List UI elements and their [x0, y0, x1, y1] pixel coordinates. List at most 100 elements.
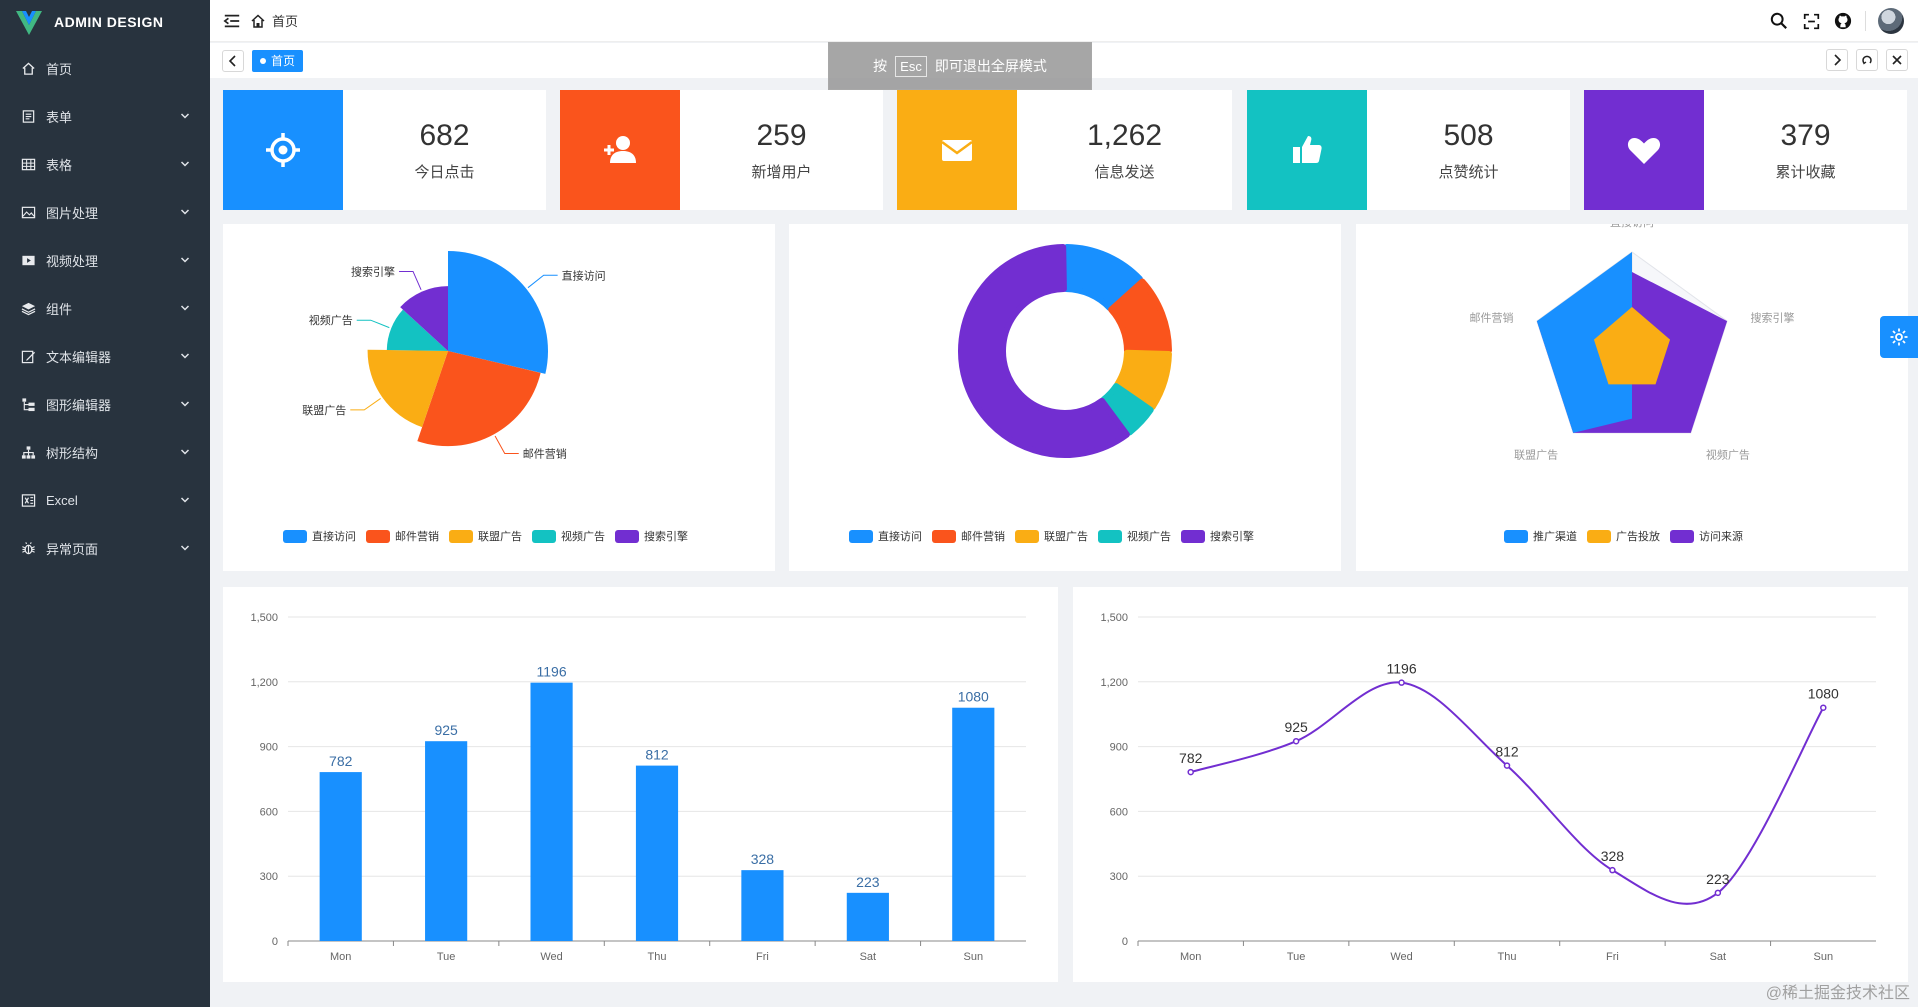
tabs-scroll-right-icon[interactable]: [1826, 49, 1848, 71]
y-tick-label: 1,200: [1100, 677, 1128, 689]
sidebar-item[interactable]: 首页: [0, 44, 210, 92]
line-value-label: 782: [1179, 750, 1203, 766]
thumbs-up-icon: [1247, 90, 1367, 210]
bar: [741, 870, 784, 941]
panel-donut: 直接访问 邮件营销 联盟广告 视频广告 搜索引擎: [789, 224, 1341, 571]
stat-card-messages: 1,262 信息发送: [897, 90, 1232, 210]
chevron-down-icon: [180, 305, 190, 311]
x-tick-label: Fri: [756, 951, 769, 963]
stat-label: 累计收藏: [1775, 163, 1836, 181]
legend-item[interactable]: 视频广告: [1098, 528, 1171, 544]
legend-swatch: [532, 529, 556, 543]
avatar[interactable]: [1878, 8, 1904, 34]
stat-card-clicks: 682 今日点击: [223, 90, 546, 210]
sidebar-item[interactable]: 文本编辑器: [0, 332, 210, 380]
settings-gear-icon[interactable]: [1880, 316, 1918, 358]
target-icon: [223, 90, 343, 210]
line-value-label: 223: [1706, 871, 1730, 887]
legend-label: 直接访问: [878, 531, 922, 543]
legend-item[interactable]: 视频广告: [532, 528, 605, 544]
legend-item[interactable]: 联盟广告: [449, 528, 522, 544]
rose-pie-legend: 直接访问 邮件营销 联盟广告 视频广告 搜索引擎: [283, 528, 698, 544]
home-icon: [20, 60, 36, 76]
sidebar-item[interactable]: 异常页面: [0, 524, 210, 572]
search-icon[interactable]: [1769, 11, 1789, 31]
stat-value: 508: [1443, 118, 1494, 152]
x-tick-label: Sat: [1710, 951, 1727, 963]
chevron-down-icon: [180, 113, 190, 119]
sidebar-item[interactable]: 视频处理: [0, 236, 210, 284]
image-icon: [20, 204, 36, 220]
sidebar-item[interactable]: 表单: [0, 92, 210, 140]
legend-item[interactable]: 邮件营销: [932, 528, 1005, 544]
collapse-menu-icon[interactable]: [222, 11, 242, 31]
line-chart: 0 300 600 900 1,200 1,500 Mon Tue Wed Thu Fri Sat Su…: [1100, 612, 1876, 963]
logo[interactable]: ADMIN DESIGN: [0, 0, 210, 44]
legend-item[interactable]: 搜索引擎: [1181, 528, 1254, 544]
sidebar-item[interactable]: 组件: [0, 284, 210, 332]
sidebar-item-label: 首页: [46, 61, 73, 77]
radar-indicator-label: 直接访问: [1610, 224, 1654, 229]
tabs-scroll-left-icon[interactable]: [222, 49, 244, 72]
y-tick-label: 600: [1110, 806, 1128, 818]
line-value-label: 925: [1284, 719, 1308, 735]
chevron-down-icon: [180, 401, 190, 407]
legend-item[interactable]: 直接访问: [849, 528, 922, 544]
breadcrumb: 首页: [250, 11, 298, 30]
pie-slice: [367, 349, 448, 428]
tree-icon: [20, 444, 36, 460]
legend-item[interactable]: 直接访问: [283, 528, 356, 544]
legend-item[interactable]: 广告投放: [1587, 528, 1660, 544]
stat-card-new-users: 259 新增用户: [560, 90, 883, 210]
bar-value-label: 925: [434, 722, 458, 738]
legend-label: 搜索引擎: [1210, 531, 1254, 543]
legend-item[interactable]: 推广渠道: [1504, 528, 1577, 544]
y-tick-label: 1,500: [1100, 612, 1128, 624]
breadcrumb-home[interactable]: 首页: [272, 14, 299, 29]
legend-item[interactable]: 访问来源: [1670, 528, 1743, 544]
x-tick-label: Mon: [1180, 951, 1201, 963]
sidebar-item[interactable]: 图形编辑器: [0, 380, 210, 428]
sidebar-menu: 首页表单 表格 图片处理 视频处理 组件文本编辑器图形编辑器 树形结构 Excel 异常页面: [0, 44, 210, 572]
sidebar-item-label: 文本编辑器: [46, 349, 112, 365]
legend-swatch: [615, 529, 639, 543]
add-user-icon: [560, 90, 680, 210]
pie-label: 直接访问: [562, 268, 606, 282]
excel-icon: [20, 492, 36, 508]
stat-value: 682: [419, 118, 470, 152]
radar-area-channels: [1536, 252, 1632, 433]
sidebar-item[interactable]: 表格: [0, 140, 210, 188]
fullscreen-icon[interactable]: [1801, 11, 1821, 31]
refresh-icon[interactable]: [1856, 49, 1878, 71]
radar-legend: 推广渠道 广告投放 访问来源: [1504, 528, 1753, 544]
sidebar-item[interactable]: 树形结构: [0, 428, 210, 476]
legend-item[interactable]: 联盟广告: [1015, 528, 1088, 544]
bar: [530, 682, 573, 941]
donut-chart: [958, 244, 1172, 458]
legend-label: 视频广告: [1127, 531, 1171, 543]
panel-bar: 0 300 600 900 1,200 1,500 Mon Tue Wed Thu Fri Sat Su…: [223, 587, 1058, 982]
legend-label: 搜索引擎: [644, 531, 688, 543]
line-value-label: 328: [1601, 848, 1625, 864]
bar: [635, 765, 679, 941]
legend-label: 联盟广告: [1044, 531, 1088, 543]
legend-swatch: [932, 529, 956, 543]
y-tick-label: 900: [260, 742, 278, 754]
pie-slice: [400, 286, 448, 351]
y-tick-label: 0: [272, 936, 278, 948]
legend-item[interactable]: 邮件营销: [366, 528, 439, 544]
legend-item[interactable]: 搜索引擎: [615, 528, 688, 544]
github-icon[interactable]: [1833, 11, 1853, 31]
close-tabs-icon[interactable]: [1886, 49, 1908, 71]
radar-chart: 直接访问搜索引擎视频广告 联盟广告 邮件营销: [1469, 224, 1794, 462]
pie-label-line: [527, 274, 558, 289]
sidebar-item[interactable]: 图片处理: [0, 188, 210, 236]
home-icon: [251, 13, 265, 28]
tab-home[interactable]: 首页: [252, 49, 304, 72]
chevron-down-icon: [180, 353, 190, 359]
line-point: [1609, 866, 1616, 874]
pie-label: 搜索引擎: [351, 264, 395, 278]
sidebar-item[interactable]: Excel: [0, 476, 210, 524]
pie-slice: [448, 251, 548, 374]
